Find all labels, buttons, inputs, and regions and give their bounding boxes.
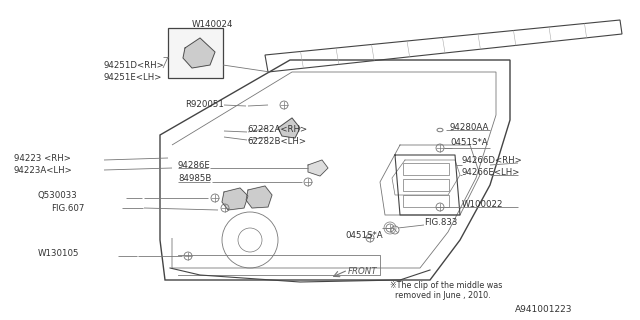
Text: R920051: R920051 <box>185 100 224 108</box>
Polygon shape <box>222 188 248 210</box>
Text: removed in June , 2010.: removed in June , 2010. <box>390 292 491 300</box>
Text: W130105: W130105 <box>38 250 79 259</box>
Text: 62282B<LH>: 62282B<LH> <box>247 137 306 146</box>
Text: FRONT: FRONT <box>348 268 378 276</box>
Text: A941001223: A941001223 <box>515 306 573 315</box>
Text: 94266E<LH>: 94266E<LH> <box>462 167 520 177</box>
Bar <box>403 179 449 191</box>
Text: 94223 <RH>: 94223 <RH> <box>14 154 71 163</box>
Text: FIG.833: FIG.833 <box>424 218 458 227</box>
Text: FIG.607: FIG.607 <box>51 204 84 212</box>
Polygon shape <box>183 38 215 68</box>
Bar <box>403 163 449 175</box>
Text: 94286E: 94286E <box>178 161 211 170</box>
Text: W100022: W100022 <box>462 199 504 209</box>
Text: 0451S*A: 0451S*A <box>345 230 383 239</box>
Bar <box>168 28 223 78</box>
Text: Q530033: Q530033 <box>38 190 77 199</box>
Text: 94280AA: 94280AA <box>450 123 490 132</box>
Bar <box>403 195 449 207</box>
Polygon shape <box>278 118 300 138</box>
Text: 94266D<RH>: 94266D<RH> <box>462 156 523 164</box>
Polygon shape <box>246 186 272 208</box>
Text: W140024: W140024 <box>192 20 234 28</box>
Text: ※The clip of the middle was: ※The clip of the middle was <box>390 282 502 291</box>
Text: 62282A<RH>: 62282A<RH> <box>247 124 307 133</box>
Text: 94251E<LH>: 94251E<LH> <box>104 73 163 82</box>
Text: 0451S*A: 0451S*A <box>450 138 488 147</box>
Text: 84985B: 84985B <box>178 173 211 182</box>
Polygon shape <box>308 160 328 176</box>
Text: 94223A<LH>: 94223A<LH> <box>14 165 73 174</box>
Text: 94251D<RH>: 94251D<RH> <box>104 60 164 69</box>
